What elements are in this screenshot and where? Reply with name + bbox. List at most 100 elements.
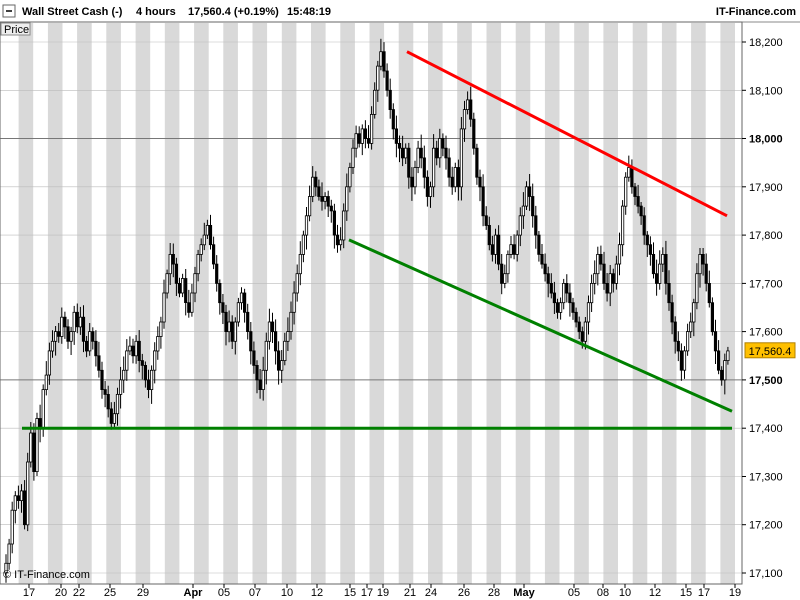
candle bbox=[69, 326, 73, 355]
day-band bbox=[574, 23, 589, 584]
candle bbox=[218, 279, 222, 315]
last-price-label: 17,560.4 bbox=[749, 346, 792, 358]
candle bbox=[307, 185, 312, 222]
candle bbox=[682, 346, 687, 379]
trend-annotations bbox=[22, 50, 733, 430]
candle bbox=[577, 316, 581, 339]
candle bbox=[456, 159, 461, 201]
candle bbox=[726, 346, 730, 365]
candle bbox=[428, 181, 433, 208]
candle bbox=[661, 247, 665, 272]
support-trendline bbox=[348, 238, 733, 413]
day-band bbox=[311, 23, 326, 584]
price-tab[interactable]: Price bbox=[0, 22, 31, 36]
candle bbox=[518, 207, 522, 247]
candle bbox=[593, 260, 597, 295]
day-band bbox=[252, 23, 268, 584]
candle bbox=[199, 238, 203, 262]
candle bbox=[611, 268, 615, 293]
candle bbox=[81, 305, 86, 353]
candle bbox=[366, 125, 371, 149]
candle bbox=[397, 135, 402, 163]
candle bbox=[648, 236, 653, 266]
candle bbox=[171, 243, 175, 278]
candle bbox=[97, 341, 101, 378]
candle bbox=[465, 91, 470, 115]
candle bbox=[552, 281, 557, 314]
candle bbox=[503, 264, 507, 289]
candle bbox=[242, 288, 247, 323]
candle bbox=[134, 335, 138, 364]
candle bbox=[528, 174, 532, 211]
candle bbox=[568, 283, 572, 317]
candle bbox=[655, 259, 659, 296]
candle bbox=[26, 452, 30, 532]
last-price-badge: 17,560.4 bbox=[744, 342, 796, 359]
candle bbox=[571, 297, 575, 320]
candle bbox=[500, 254, 504, 295]
candle bbox=[143, 361, 147, 388]
candle bbox=[16, 485, 21, 509]
candle bbox=[453, 162, 457, 193]
y-tick-label: 17,200 bbox=[749, 520, 783, 532]
candle bbox=[54, 326, 58, 356]
candle bbox=[128, 336, 132, 356]
candle bbox=[695, 263, 699, 310]
candle bbox=[559, 297, 563, 320]
day-band bbox=[135, 23, 151, 584]
candle bbox=[481, 174, 485, 227]
candle bbox=[472, 112, 476, 155]
x-tick-label: 22 bbox=[73, 587, 85, 599]
candle bbox=[335, 224, 340, 253]
day-band bbox=[194, 23, 209, 584]
y-tick-label: 18,000 bbox=[749, 134, 783, 146]
x-tick-label: 19 bbox=[377, 587, 389, 599]
candle bbox=[233, 317, 237, 355]
candle bbox=[354, 125, 358, 158]
candle bbox=[673, 316, 677, 354]
candle bbox=[115, 387, 120, 426]
candle bbox=[441, 133, 445, 157]
candle bbox=[221, 294, 225, 324]
candle bbox=[459, 117, 464, 201]
candle bbox=[10, 501, 14, 554]
candle bbox=[109, 402, 113, 430]
candle bbox=[50, 330, 55, 358]
candle bbox=[329, 199, 333, 223]
day-band bbox=[398, 23, 414, 584]
x-tick-label: 21 bbox=[404, 587, 416, 599]
candle bbox=[686, 323, 690, 356]
candle bbox=[258, 369, 262, 399]
candle bbox=[311, 166, 315, 203]
header-minimize-icon[interactable] bbox=[2, 4, 16, 18]
candle bbox=[487, 216, 491, 251]
candle bbox=[137, 330, 141, 373]
candle bbox=[91, 327, 95, 350]
candle bbox=[512, 234, 516, 260]
x-tick-label: 17 bbox=[361, 587, 373, 599]
candle bbox=[255, 360, 259, 394]
candle bbox=[270, 312, 275, 343]
y-tick-label: 17,600 bbox=[749, 327, 783, 339]
candle bbox=[667, 270, 671, 311]
candle bbox=[590, 274, 594, 312]
candle bbox=[94, 330, 98, 367]
candle bbox=[7, 538, 11, 570]
candle bbox=[351, 139, 355, 174]
candle bbox=[267, 308, 272, 350]
x-tick-label: 15 bbox=[680, 587, 692, 599]
candle bbox=[177, 277, 182, 298]
candle bbox=[710, 297, 715, 336]
x-tick-label: 17 bbox=[23, 587, 35, 599]
candle bbox=[103, 381, 107, 408]
candle bbox=[565, 274, 569, 303]
day-band bbox=[77, 23, 92, 584]
candle bbox=[574, 307, 578, 328]
candle bbox=[413, 160, 417, 195]
candle bbox=[521, 192, 526, 229]
candle bbox=[633, 183, 637, 206]
candle bbox=[723, 353, 727, 395]
candle bbox=[88, 323, 92, 356]
